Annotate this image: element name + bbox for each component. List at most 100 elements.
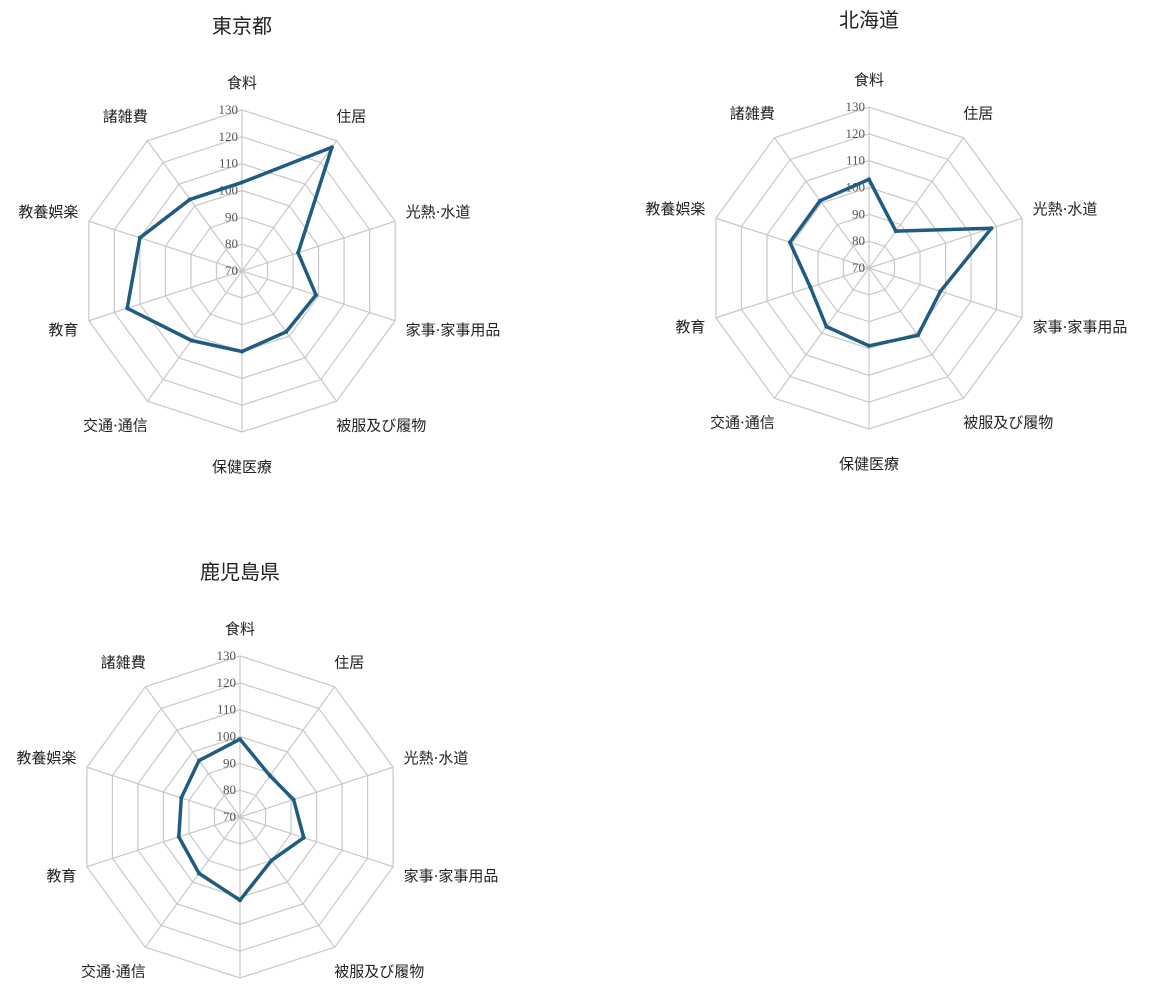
category-label: 住居 [336,107,366,125]
axis-spoke [88,270,243,322]
tick-label: 120 [846,126,866,141]
category-label: 教養娯楽 [18,203,78,221]
category-label: 教養娯楽 [16,749,76,767]
category-label: 諸雑費 [101,653,146,671]
radar-chart-hokkaido: 北海道708090100110120130食料住居光熱·水道家事·家事用品被服及… [645,8,1128,473]
axis-spoke [868,267,965,399]
data-point [989,226,994,231]
axis-spoke [144,686,241,818]
axis-spoke [715,267,870,319]
data-point [818,198,823,203]
data-point [314,293,318,297]
data-point [808,285,813,290]
category-label: 被服及び履物 [334,963,424,981]
tick-label: 130 [846,99,866,114]
category-label: 光熱·水道 [1033,200,1098,218]
chart-title: 東京都 [212,14,272,38]
category-label: 被服及び履物 [963,414,1053,432]
data-point [238,898,242,903]
category-label: 諸雑費 [730,104,775,122]
tick-label: 110 [217,702,236,717]
category-label: 家事·家事用品 [404,867,499,885]
tick-label: 130 [217,648,237,663]
tick-label: 90 [225,209,238,224]
category-label: 教育 [675,318,705,336]
category-label: 食料 [227,74,257,92]
axis-spoke [239,766,394,818]
data-point [301,835,306,840]
chart-title: 北海道 [839,8,899,32]
tick-label: 70 [852,260,865,275]
data-point [197,871,201,876]
axis-spoke [868,137,965,269]
axis-spoke [868,217,1023,269]
tick-label: 80 [223,782,236,797]
data-point [238,737,242,742]
tick-label: 90 [223,755,236,770]
data-point [240,180,244,185]
axis-spoke [241,270,338,402]
category-label: 食料 [854,71,884,89]
tick-label: 110 [219,156,238,171]
data-point [824,324,829,329]
data-point [296,250,301,255]
data-point [787,240,792,245]
axis-spoke [715,217,870,269]
data-point [176,834,181,839]
axis-spoke [239,686,336,818]
data-point [329,145,334,150]
tick-label: 120 [217,675,237,690]
axis-spoke [86,766,241,818]
data-point [867,343,871,348]
category-label: 教育 [48,321,78,339]
data-point [197,758,201,763]
axis-spoke [868,267,1023,319]
category-label: 家事·家事用品 [1033,318,1128,336]
axis-spoke [86,816,241,868]
category-label: 家事·家事用品 [406,321,501,339]
axis-spoke [241,270,396,322]
category-label: 教養娯楽 [645,200,705,218]
data-point [188,197,192,202]
data-point [915,333,920,338]
category-label: 被服及び履物 [336,417,426,435]
axis-spoke [241,220,396,272]
data-point [284,329,289,334]
data-point [291,797,296,802]
axis-spoke [773,137,870,269]
axis-spoke [773,267,870,399]
category-label: 保健医療 [212,458,272,476]
data-point [893,229,898,234]
data-point [867,177,871,182]
category-label: 住居 [334,653,364,671]
tick-label: 80 [225,236,238,251]
tick-label: 80 [852,233,865,248]
category-label: 住居 [963,104,993,122]
data-point [137,235,142,240]
category-label: 教育 [46,867,76,885]
tick-label: 100 [217,729,237,744]
tick-label: 110 [846,153,865,168]
chart-title: 鹿児島県 [200,560,280,584]
category-label: 保健医療 [839,455,899,473]
axis-spoke [146,270,243,402]
radar-chart-tokyo: 東京都708090100110120130食料住居光熱·水道家事·家事用品被服及… [18,14,501,476]
category-label: 食料 [225,620,255,638]
data-point [179,795,184,800]
radar-chart-kagoshima: 鹿児島県 70 80 90 100 110 120 130 食料住居光熱·水道家事·家事用品被服… [16,560,499,1005]
data-point [268,773,272,778]
tick-label: 120 [219,129,239,144]
tick-label: 70 [223,809,236,824]
axis-spoke [241,140,338,272]
tick-label: 70 [225,263,238,278]
category-label: 光熱·水道 [406,203,471,221]
axis-spoke [239,816,394,868]
category-label: 交通·通信 [83,417,148,435]
category-label: 交通·通信 [710,414,775,432]
data-point [240,349,244,354]
data-point [189,338,194,343]
axis-spoke [146,140,243,272]
data-point [125,306,130,311]
axis-spoke [88,220,243,272]
category-label: 諸雑費 [103,107,148,125]
